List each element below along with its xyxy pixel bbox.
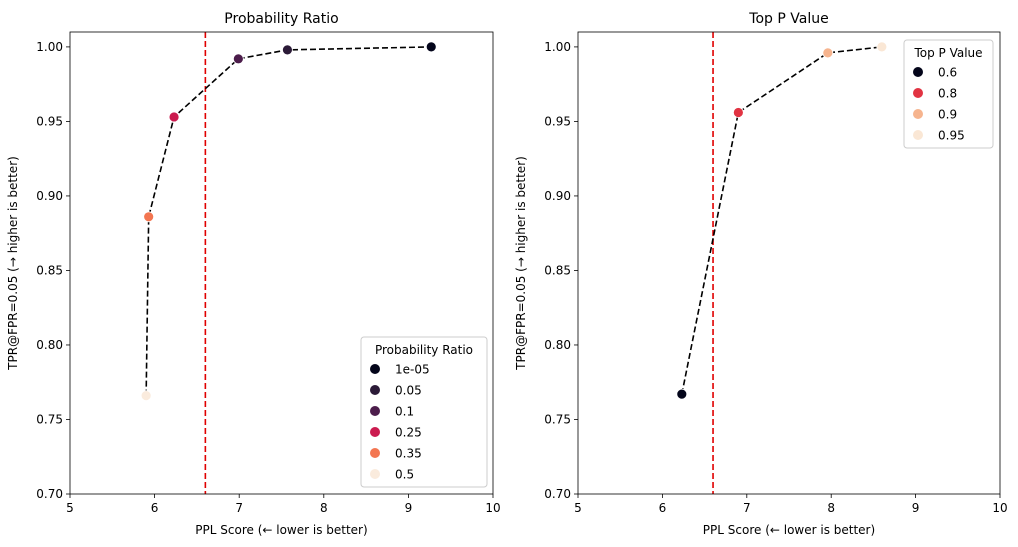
x-tick-label: 6: [659, 501, 667, 515]
legend-label: 0.05: [395, 384, 422, 398]
y-tick-label: 0.90: [36, 189, 63, 203]
data-point-0.95: [876, 41, 888, 53]
data-point-0.6: [676, 388, 688, 400]
x-tick-label: 6: [151, 501, 159, 515]
chart-title: Top P Value: [748, 11, 828, 27]
legend-label: 0.5: [395, 468, 414, 482]
y-tick-label: 1.00: [544, 40, 571, 54]
x-tick-label: 7: [743, 501, 751, 515]
x-axis-label: PPL Score (← lower is better): [195, 523, 367, 537]
data-point-1e-05: [425, 41, 437, 53]
x-tick-label: 8: [320, 501, 328, 515]
data-point-0.25: [168, 111, 180, 123]
legend-marker-0.8: [913, 88, 923, 98]
x-tick-label: 7: [235, 501, 243, 515]
trend-line: [145, 46, 432, 396]
x-tick-label: 9: [405, 501, 413, 515]
y-tick-label: 0.90: [544, 189, 571, 203]
legend-label: 0.6: [938, 66, 957, 80]
y-tick-label: 0.70: [36, 487, 63, 501]
y-tick-label: 1.00: [36, 40, 63, 54]
legend-label: 0.8: [938, 87, 957, 101]
legend: Probability Ratio 1e-05 0.05 0.1 0.25 0.35 0.5: [360, 336, 488, 488]
y-tick-label: 0.75: [36, 412, 63, 426]
data-point-0.8: [732, 107, 744, 118]
x-tick-label: 10: [485, 501, 500, 515]
y-tick-label: 0.95: [544, 114, 571, 128]
y-tick-label: 0.75: [544, 412, 571, 426]
legend-box: [360, 336, 488, 488]
legend: Top P Value 0.6 0.8 0.9 0.95: [903, 39, 994, 149]
y-tick-label: 0.70: [544, 487, 571, 501]
x-tick-label: 5: [574, 501, 582, 515]
legend-marker-0.5: [370, 469, 380, 479]
plot-frame: [577, 31, 1001, 495]
data-point-0.1: [232, 53, 244, 65]
data-point-0.35: [143, 211, 155, 223]
x-axis-label: PPL Score (← lower is better): [703, 523, 875, 537]
x-tick-label: 10: [992, 501, 1007, 515]
data-point-0.9: [822, 47, 834, 59]
legend-label: 0.9: [938, 108, 957, 122]
y-tick-label: 0.85: [544, 263, 571, 277]
legend-marker-0.35: [370, 448, 380, 458]
y-axis-label: TPR@FPR=0.05 (→ higher is better): [6, 156, 20, 371]
legend-marker-1e-05: [370, 364, 380, 374]
legend-label: 1e-05: [395, 363, 430, 377]
y-tick-label: 0.80: [544, 338, 571, 352]
legend-marker-0.25: [370, 427, 380, 437]
chart-title: Probability Ratio: [224, 11, 338, 27]
data-point-0.05: [282, 44, 293, 56]
legend-label: 0.25: [395, 426, 422, 440]
data-point-0.5: [140, 390, 152, 402]
x-tick-label: 9: [912, 501, 920, 515]
legend-marker-0.95: [913, 130, 923, 140]
x-tick-label: 5: [66, 501, 74, 515]
legend-marker-0.05: [370, 385, 380, 395]
x-tick-label: 8: [827, 501, 835, 515]
legend-marker-0.9: [913, 109, 923, 119]
y-tick-label: 0.80: [36, 338, 63, 352]
trend-line: [681, 46, 882, 395]
legend-marker-0.1: [370, 406, 380, 416]
y-tick-label: 0.85: [36, 263, 63, 277]
legend-label: 0.95: [938, 129, 965, 143]
legend-label: 0.1: [395, 405, 414, 419]
chart-panel-2: Top P Value 5 6 7 8 9 10 0.70 0.75 0.80 0.85 0.90 0.…: [514, 11, 1008, 537]
legend-title: Probability Ratio: [375, 343, 473, 357]
legend-title: Top P Value: [913, 46, 982, 60]
plot-frame: [69, 31, 494, 495]
y-tick-label: 0.95: [36, 114, 63, 128]
legend-box: [903, 39, 994, 149]
y-axis-label: TPR@FPR=0.05 (→ higher is better): [514, 156, 528, 371]
legend-label: 0.35: [395, 447, 422, 461]
chart-panel-1: Probability Ratio 5 6 7 8 9 10 0.70 0.75 0.80 0.85…: [6, 11, 501, 537]
legend-marker-0.6: [913, 67, 923, 77]
